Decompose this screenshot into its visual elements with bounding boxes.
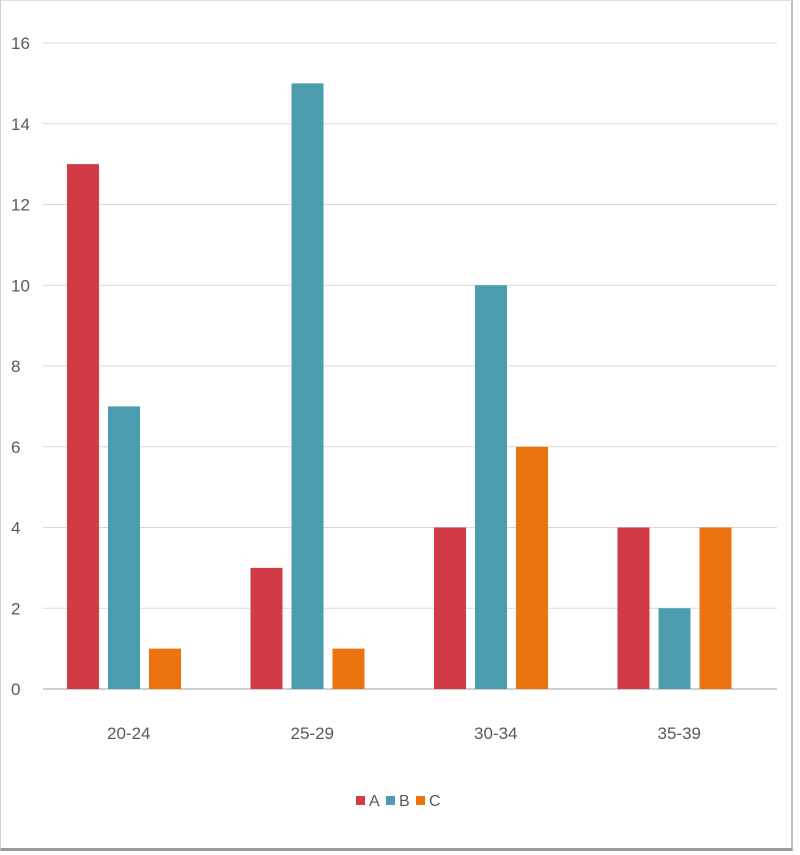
- bar-C-25-29: [332, 648, 365, 689]
- legend-item-C: C: [416, 793, 441, 810]
- bar-A-30-34: [434, 527, 466, 689]
- bars: [67, 83, 732, 689]
- x-tick-label-35-39: 35-39: [658, 724, 701, 743]
- legend-swatch-B: [386, 796, 395, 805]
- y-axis-tick-labels: 0 2 4 6 8 10 12 14 16: [11, 34, 30, 699]
- legend: A B C: [356, 793, 441, 810]
- bar-C-35-39: [699, 527, 732, 689]
- bar-B-20-24: [108, 406, 140, 689]
- legend-label-A: A: [369, 793, 380, 810]
- y-tick-label-16: 16: [11, 34, 30, 53]
- gridlines: [43, 42, 777, 690]
- bar-B-30-34: [475, 285, 507, 689]
- y-tick-label-2: 2: [11, 599, 20, 618]
- y-tick-label-0: 0: [11, 680, 20, 699]
- y-tick-label-14: 14: [11, 115, 30, 134]
- legend-item-A: A: [356, 793, 380, 810]
- y-tick-label-10: 10: [11, 276, 30, 295]
- bar-C-20-24: [149, 648, 181, 689]
- bar-chart: 0 2 4 6 8 10 12 14 16 20-24 25-29 30-34 35-39 A B C: [11, 34, 777, 810]
- legend-label-C: C: [429, 793, 441, 810]
- y-tick-label-4: 4: [11, 519, 20, 538]
- bar-B-25-29: [291, 83, 324, 689]
- x-tick-label-25-29: 25-29: [291, 724, 334, 743]
- bar-B-35-39: [658, 608, 691, 689]
- legend-label-B: B: [399, 793, 410, 810]
- legend-item-B: B: [386, 793, 410, 810]
- legend-swatch-C: [416, 796, 425, 805]
- legend-swatch-A: [356, 796, 365, 805]
- y-tick-label-8: 8: [11, 357, 20, 376]
- x-tick-label-20-24: 20-24: [107, 724, 150, 743]
- y-tick-label-6: 6: [11, 438, 20, 457]
- bar-A-20-24: [67, 164, 99, 689]
- bar-A-25-29: [250, 567, 283, 689]
- y-tick-label-12: 12: [11, 196, 30, 215]
- x-axis-tick-labels: 20-24 25-29 30-34 35-39: [107, 724, 701, 743]
- bar-A-35-39: [617, 527, 650, 689]
- x-tick-label-30-34: 30-34: [474, 724, 517, 743]
- bar-C-30-34: [516, 446, 548, 689]
